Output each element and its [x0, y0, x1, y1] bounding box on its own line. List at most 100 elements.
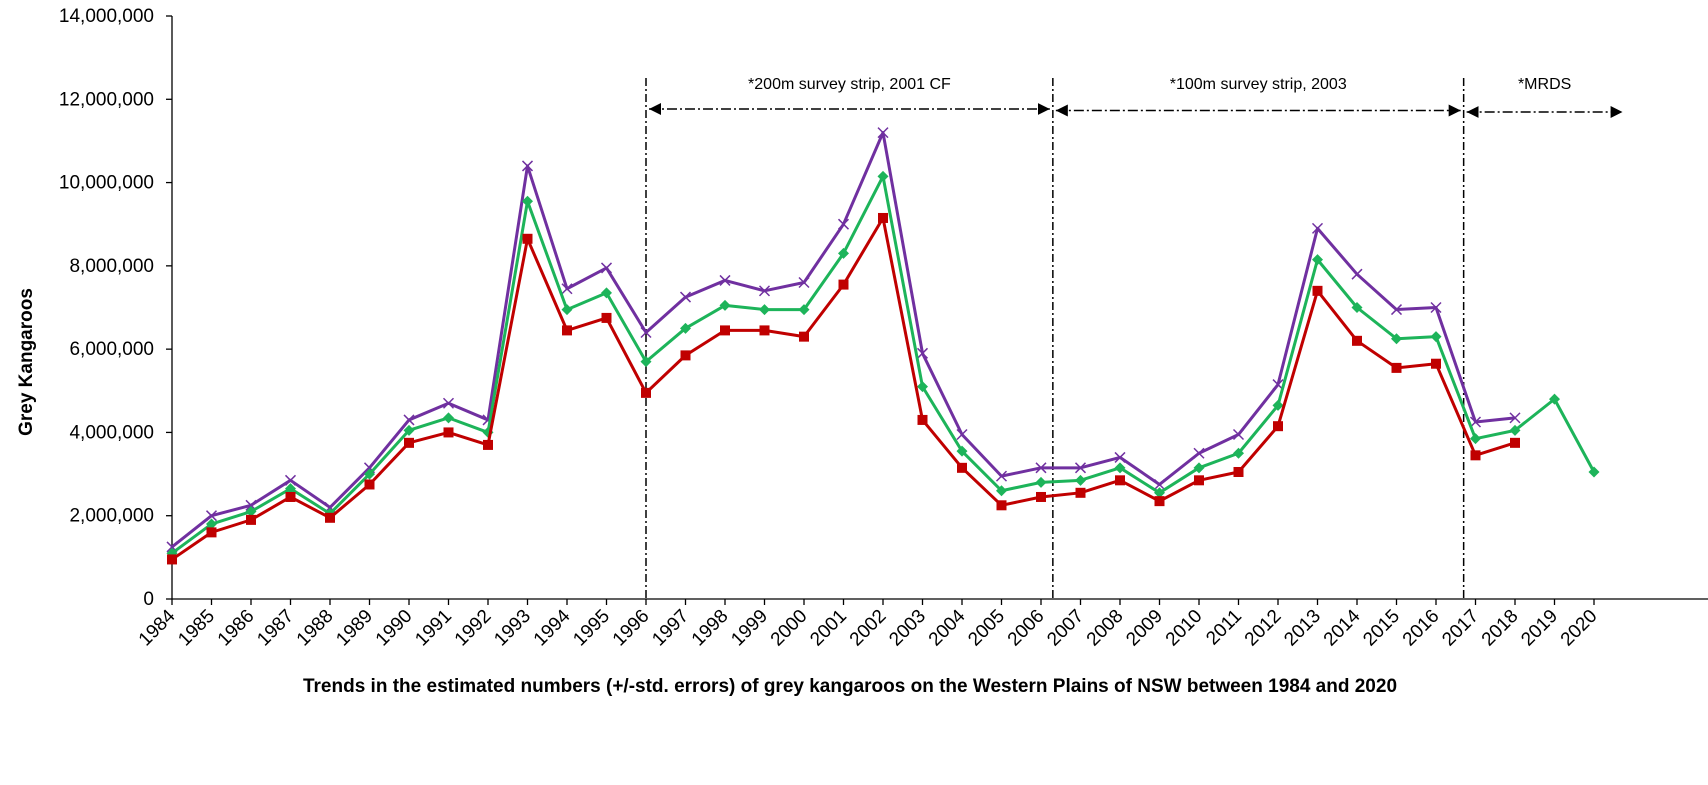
data-point-estimate — [1035, 476, 1047, 488]
data-point-estimate — [838, 247, 849, 259]
data-point-upper — [1311, 222, 1324, 234]
data-point-estimate — [1588, 466, 1600, 478]
axes — [171, 16, 1708, 600]
data-point-upper — [679, 291, 692, 303]
data-point-upper — [403, 414, 415, 426]
data-point-upper — [1153, 478, 1166, 491]
data-point-upper — [1509, 412, 1521, 424]
data-point-upper — [995, 470, 1008, 482]
y-tick-label: 0 — [143, 589, 154, 610]
data-point-estimate — [1154, 487, 1165, 499]
data-point-upper — [1351, 268, 1363, 280]
survey-period-label: *200m survey strip, 2001 CF — [748, 76, 951, 93]
data-point-estimate — [1509, 424, 1521, 436]
data-point-lower — [443, 427, 454, 438]
x-tick-label: 1991 — [411, 606, 456, 651]
x-tick-label: 2003 — [885, 606, 930, 651]
data-point-estimate — [1114, 462, 1126, 474]
data-point-upper — [1232, 428, 1245, 441]
data-point-lower — [1510, 437, 1520, 448]
data-point-estimate — [1351, 302, 1363, 313]
x-tick-label: 2000 — [767, 606, 812, 651]
data-point-lower — [878, 212, 888, 223]
data-point-lower — [601, 312, 612, 323]
data-point-lower — [1194, 475, 1204, 486]
x-tick-label: 1990 — [372, 606, 417, 651]
series-lower — [167, 212, 1520, 565]
survey-period-label: *MRDS — [1518, 76, 1571, 93]
data-point-estimate — [680, 322, 691, 334]
data-point-lower — [1233, 466, 1244, 477]
data-point-estimate — [640, 356, 652, 368]
data-point-upper — [600, 262, 613, 274]
x-tick-label: 1988 — [293, 606, 338, 651]
x-tick-label: 2018 — [1478, 606, 1523, 651]
y-tick-label: 6,000,000 — [69, 339, 154, 360]
chart-caption: Trends in the estimated numbers (+/-std.… — [302, 676, 1398, 697]
data-point-estimate — [1470, 433, 1481, 445]
data-point-lower — [483, 439, 493, 450]
data-point-upper — [561, 283, 573, 295]
data-point-upper — [916, 347, 929, 359]
data-point-upper — [1430, 301, 1442, 314]
y-axis-label: Grey Kangaroos — [16, 288, 37, 436]
x-tick-label: 1989 — [332, 606, 377, 651]
data-point-lower — [1470, 450, 1481, 461]
data-point-estimate — [1391, 333, 1402, 345]
data-point-upper — [205, 510, 218, 522]
data-point-estimate — [996, 485, 1007, 497]
y-axis-ticks: 0 2,000,000 4,000,000 6,000,000 8,000,000 10,… — [59, 6, 172, 610]
survey-period-annotations: *200m survey strip, 2001 CF *100m survey … — [645, 76, 1623, 599]
x-tick-label: 2007 — [1043, 606, 1088, 651]
series-line-estimate — [171, 174, 1596, 555]
data-point-estimate — [759, 304, 770, 316]
x-tick-label: 2013 — [1280, 606, 1325, 651]
data-point-lower — [1154, 496, 1165, 507]
data-point-lower — [1273, 421, 1283, 432]
data-point-upper — [1035, 462, 1047, 474]
x-tick-label: 2005 — [964, 606, 1009, 651]
data-point-estimate — [561, 304, 573, 316]
data-point-lower — [1036, 491, 1046, 502]
data-point-lower — [641, 387, 651, 398]
data-point-estimate — [1193, 462, 1205, 474]
x-tick-label: 1993 — [490, 606, 535, 651]
data-point-lower — [562, 325, 572, 336]
data-point-lower — [1115, 475, 1125, 486]
data-point-estimate — [443, 412, 454, 424]
data-point-upper — [798, 276, 810, 289]
x-tick-label: 2016 — [1399, 606, 1444, 651]
x-tick-label: 1998 — [688, 606, 733, 651]
data-point-upper — [1114, 451, 1126, 463]
x-tick-label: 2015 — [1359, 606, 1404, 651]
y-tick-label: 10,000,000 — [59, 173, 154, 194]
x-tick-label: 2017 — [1438, 606, 1483, 651]
data-point-lower — [1075, 487, 1086, 498]
data-point-upper — [877, 127, 889, 139]
data-point-estimate — [719, 299, 731, 311]
data-point-lower — [680, 350, 691, 361]
data-point-upper — [758, 285, 771, 297]
data-point-estimate — [403, 424, 415, 436]
data-point-upper — [719, 274, 731, 286]
data-point-estimate — [1075, 474, 1086, 486]
data-point-lower — [1312, 285, 1323, 296]
data-point-upper — [284, 474, 297, 486]
x-tick-label: 1985 — [174, 606, 219, 651]
data-point-upper — [640, 326, 652, 339]
x-tick-label: 1994 — [530, 605, 575, 650]
data-point-estimate — [522, 195, 533, 207]
y-tick-label: 4,000,000 — [69, 422, 154, 443]
x-tick-label: 2019 — [1517, 606, 1562, 651]
data-point-upper — [1074, 462, 1087, 474]
data-point-lower — [799, 331, 809, 342]
x-tick-label: 1995 — [569, 606, 614, 651]
data-point-lower — [325, 512, 335, 523]
data-point-lower — [1391, 362, 1402, 373]
data-point-lower — [838, 279, 849, 290]
y-tick-label: 12,000,000 — [59, 89, 154, 110]
x-tick-label: 2008 — [1083, 606, 1128, 651]
data-point-lower — [404, 437, 414, 448]
y-tick-label: 8,000,000 — [69, 256, 154, 277]
series-estimate — [166, 170, 1600, 559]
